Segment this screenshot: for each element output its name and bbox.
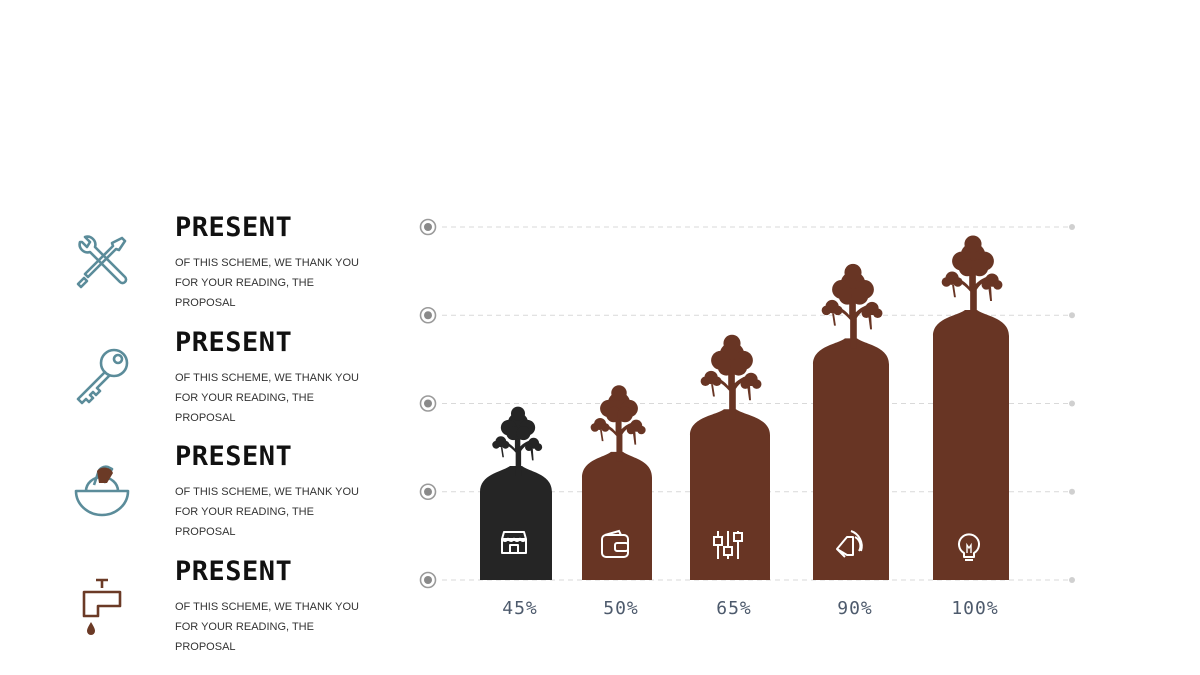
gridline-end-dot — [1069, 224, 1075, 230]
speaker-icon — [836, 530, 863, 558]
tree-silhouette — [821, 263, 883, 349]
tree-silhouette — [590, 385, 646, 462]
value-label: 45% — [502, 598, 538, 619]
labels-layer: 45% 50% 65% 90% 100% — [502, 598, 998, 619]
gridline-marker — [419, 571, 437, 589]
feature-list: PRESENT OF THIS SCHEME, WE THANK YOU FOR… — [0, 0, 400, 675]
bar-shape — [690, 409, 770, 580]
feature-description: OF THIS SCHEME, WE THANK YOU FOR YOUR RE… — [175, 372, 359, 424]
gridline-end-dot — [1069, 488, 1075, 495]
gridline-marker — [419, 395, 437, 412]
lightbulb-icon — [958, 533, 980, 561]
gridline-marker — [419, 306, 437, 324]
bar-shape — [933, 310, 1009, 580]
value-label: 90% — [837, 598, 873, 619]
tree-silhouette — [700, 334, 762, 420]
bar-5 — [933, 235, 1009, 580]
tree-silhouette — [941, 235, 1003, 320]
bar-shape — [582, 451, 652, 580]
feature-description: OF THIS SCHEME, WE THANK YOU FOR YOUR RE… — [175, 601, 359, 653]
tree-silhouette — [492, 406, 543, 476]
value-label: 100% — [951, 598, 998, 619]
feature-title: PRESENT — [175, 441, 293, 472]
bar-shape — [480, 466, 552, 580]
feature-title: PRESENT — [175, 556, 293, 587]
feature-item-2: PRESENT OF THIS SCHEME, WE THANK YOU FOR… — [0, 327, 400, 437]
bar-2 — [582, 385, 652, 580]
feature-description: OF THIS SCHEME, WE THANK YOU FOR YOUR RE… — [175, 486, 359, 538]
juicer-icon — [70, 459, 134, 523]
tools-icon — [70, 230, 134, 294]
faucet-icon — [70, 574, 134, 638]
gridline-marker — [419, 483, 437, 501]
value-label: 65% — [716, 598, 752, 619]
gridline-marker — [419, 218, 437, 236]
gridline-end-dot — [1069, 577, 1075, 583]
bar-1 — [480, 406, 552, 580]
feature-item-1: PRESENT OF THIS SCHEME, WE THANK YOU FOR… — [0, 212, 400, 322]
feature-item-4: PRESENT OF THIS SCHEME, WE THANK YOU FOR… — [0, 556, 400, 666]
gridline-end-dot — [1069, 312, 1075, 319]
feature-description: OF THIS SCHEME, WE THANK YOU FOR YOUR RE… — [175, 257, 359, 309]
bars-layer — [480, 235, 1009, 580]
gridline-end-dot — [1069, 400, 1075, 407]
bar-4 — [813, 263, 889, 580]
feature-title: PRESENT — [175, 212, 293, 243]
bar-3 — [690, 334, 770, 580]
feature-item-3: PRESENT OF THIS SCHEME, WE THANK YOU FOR… — [0, 441, 400, 551]
bar-shape — [813, 338, 889, 580]
feature-title: PRESENT — [175, 327, 293, 358]
key-icon — [70, 345, 134, 409]
sliders-icon — [713, 531, 743, 559]
shop-icon — [501, 531, 527, 554]
wallet-icon — [601, 529, 629, 558]
value-label: 50% — [603, 598, 639, 619]
